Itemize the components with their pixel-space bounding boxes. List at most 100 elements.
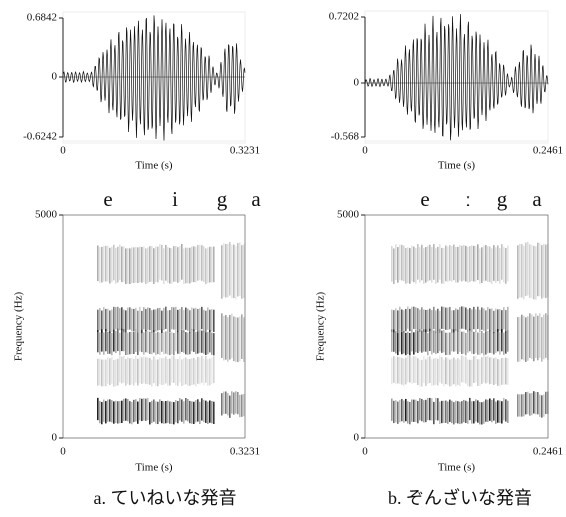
- spectral-band: [131, 401, 133, 425]
- spectral-band: [191, 401, 193, 424]
- spectral-band: [101, 246, 103, 283]
- spectral-band: [135, 329, 137, 352]
- spectral-band: [197, 308, 199, 332]
- spectral-band: [135, 307, 137, 331]
- y-tick-label: 0.6842: [27, 12, 57, 24]
- spectral-band: [119, 244, 121, 281]
- spectral-band: [495, 357, 497, 384]
- spectral-band: [233, 316, 235, 362]
- spectral-band: [123, 355, 125, 383]
- spectral-band: [123, 309, 125, 332]
- spectral-band: [211, 332, 213, 355]
- y-tick-label: 0: [354, 432, 360, 444]
- spectral-band: [189, 359, 191, 386]
- spectral-band: [237, 317, 239, 363]
- spectral-band: [517, 394, 519, 417]
- spectral-band: [479, 332, 481, 355]
- spectral-band: [461, 355, 463, 383]
- spectral-band: [107, 331, 109, 354]
- spectral-band: [501, 401, 503, 424]
- spectral-band: [501, 357, 503, 385]
- spectral-band: [213, 401, 215, 425]
- spectral-band: [427, 245, 429, 282]
- spectral-band: [181, 329, 183, 352]
- spectral-band: [233, 244, 235, 299]
- spectral-band: [527, 316, 529, 361]
- spectral-band: [125, 332, 127, 356]
- spectral-band: [525, 317, 527, 362]
- spectral-band: [473, 306, 475, 330]
- spectral-band: [97, 245, 99, 282]
- spectral-band: [195, 331, 197, 355]
- spectral-band: [487, 246, 489, 282]
- spectral-band: [159, 332, 161, 355]
- spectral-band: [403, 310, 405, 333]
- spectral-band: [175, 246, 177, 282]
- spectral-band: [477, 332, 479, 355]
- spectral-band: [227, 393, 229, 416]
- spectral-band: [415, 329, 417, 353]
- spectral-band: [397, 332, 399, 356]
- spectral-band: [175, 306, 177, 330]
- spectral-band: [399, 306, 401, 329]
- spectral-band: [457, 358, 459, 385]
- spectral-band: [503, 397, 505, 421]
- x-tick-label: 0.2461: [533, 145, 563, 157]
- spectral-band: [117, 246, 119, 283]
- spectral-band: [115, 359, 117, 387]
- spectral-band: [211, 401, 213, 424]
- spectral-band: [191, 328, 193, 352]
- y-axis-label: Frequency (Hz): [315, 292, 327, 362]
- spectral-band: [441, 247, 443, 284]
- spectral-band: [455, 359, 457, 387]
- spectral-band: [169, 247, 171, 284]
- spectral-band: [163, 358, 165, 385]
- spectral-band: [439, 355, 441, 383]
- spectral-band: [429, 397, 431, 421]
- spectral-band: [243, 317, 245, 362]
- spectral-band: [127, 398, 129, 422]
- spectral-band: [463, 355, 465, 383]
- spectral-band: [431, 310, 433, 333]
- spectral-band: [187, 247, 189, 284]
- spectral-band: [495, 247, 497, 283]
- spectral-band: [437, 308, 439, 332]
- spectral-band: [103, 245, 105, 282]
- y-tick-label: 0: [52, 71, 58, 83]
- spectral-band: [485, 310, 487, 333]
- spectral-band: [203, 358, 205, 386]
- spectral-band: [171, 401, 173, 424]
- spectral-band: [497, 359, 499, 386]
- spectral-band: [199, 357, 201, 385]
- spectral-band: [485, 332, 487, 355]
- spectral-band: [393, 400, 395, 424]
- spectral-band: [461, 245, 463, 282]
- spectral-band: [139, 306, 141, 330]
- spectral-band: [407, 331, 409, 355]
- spectral-band: [173, 402, 175, 425]
- spectral-band: [439, 310, 441, 334]
- spectral-band: [419, 397, 421, 421]
- spectral-band: [395, 400, 397, 423]
- spectral-band: [503, 307, 505, 330]
- spectral-band: [443, 359, 445, 387]
- spectral-band: [477, 244, 479, 280]
- spectral-band: [131, 308, 133, 331]
- spectral-band: [493, 310, 495, 334]
- spectral-band: [97, 358, 99, 386]
- spectral-band: [139, 356, 141, 384]
- spectral-band: [111, 332, 113, 356]
- spectral-band: [501, 329, 503, 352]
- spectral-band: [437, 398, 439, 421]
- spectral-band: [177, 309, 179, 333]
- spectral-band: [449, 306, 451, 330]
- caption: b. ぞんざいな発音: [388, 487, 532, 508]
- spectral-band: [127, 357, 129, 384]
- spectral-band: [201, 330, 203, 353]
- spectral-band: [473, 331, 475, 355]
- spectral-band: [129, 307, 131, 330]
- x-tick-label: 0: [362, 145, 368, 157]
- spectral-band: [195, 400, 197, 423]
- spectral-band: [529, 393, 531, 416]
